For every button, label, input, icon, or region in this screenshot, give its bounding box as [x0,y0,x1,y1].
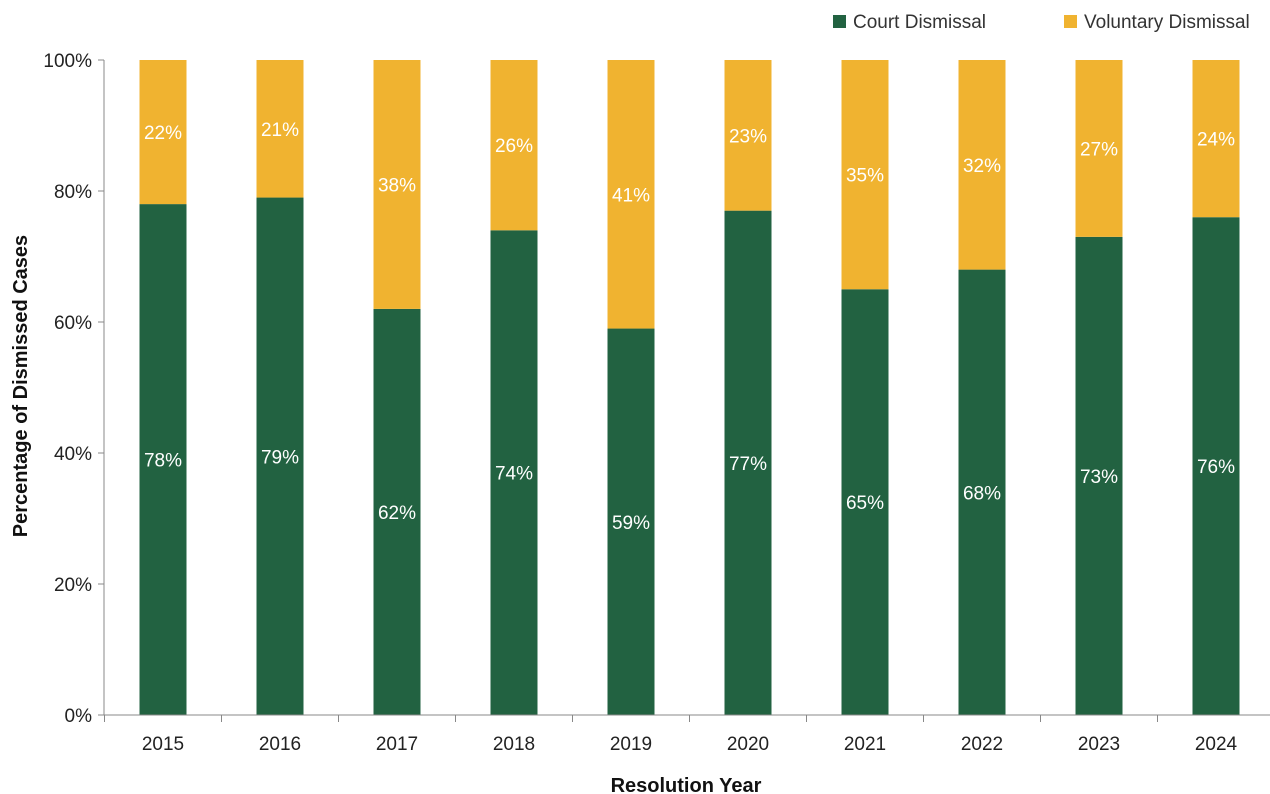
data-label-voluntary-dismissal-2016: 21% [261,120,299,141]
data-label-voluntary-dismissal-2018: 26% [495,136,533,157]
x-tick-label-2022: 2022 [961,734,1003,755]
data-label-voluntary-dismissal-2021: 35% [846,166,884,187]
x-tick-label-2024: 2024 [1195,734,1238,755]
x-tick-label-2019: 2019 [610,734,652,755]
bar-voluntary-dismissal-2020 [724,60,772,211]
y-tick-label-4: 80% [54,182,92,203]
bar-voluntary-dismissal-2017 [373,60,421,309]
bar-voluntary-dismissal-2022 [958,60,1006,270]
data-label-voluntary-dismissal-2019: 41% [612,185,650,206]
x-tick-label-2015: 2015 [142,734,184,755]
legend-label-court-dismissal: Court Dismissal [853,12,986,33]
bar-court-dismissal-2024 [1192,217,1240,715]
data-label-voluntary-dismissal-2023: 27% [1080,139,1118,160]
x-tick-label-2021: 2021 [844,734,886,755]
bar-court-dismissal-2018 [490,230,538,716]
x-tick-label-2020: 2020 [727,734,769,755]
bar-court-dismissal-2015 [139,204,187,715]
data-label-court-dismissal-2023: 73% [1080,467,1118,488]
y-tick-label-3: 60% [54,313,92,334]
bar-court-dismissal-2019 [607,328,655,715]
data-labels-group: 78% 22% 79% 21% 62% 38% 74% 26% 59% 41% 77% 23% 65% 3… [144,120,1235,534]
data-label-court-dismissal-2022: 68% [963,483,1001,504]
data-label-court-dismissal-2021: 65% [846,493,884,514]
legend-swatch-court-dismissal [833,15,846,28]
x-tick-label-2016: 2016 [259,734,301,755]
legend-swatch-voluntary-dismissal [1064,15,1077,28]
bar-voluntary-dismissal-2023 [1075,60,1123,237]
y-axis-title: Percentage of Dismissed Cases [10,235,32,537]
data-label-court-dismissal-2017: 62% [378,503,416,524]
data-label-court-dismissal-2019: 59% [612,513,650,534]
bar-court-dismissal-2023 [1075,236,1123,715]
x-tick-label-2023: 2023 [1078,734,1120,755]
data-label-court-dismissal-2015: 78% [144,451,182,472]
legend: Court Dismissal Voluntary Dismissal [833,12,1250,33]
data-label-court-dismissal-2020: 77% [729,454,767,475]
bar-voluntary-dismissal-2018 [490,60,538,231]
data-label-voluntary-dismissal-2015: 22% [144,123,182,144]
bar-court-dismissal-2022 [958,269,1006,715]
x-tick-label-2017: 2017 [376,734,418,755]
x-tick-label-2018: 2018 [493,734,535,755]
axes-group: 0% 20% 40% 60% 80% 100% 2015 2016 2017 2018 2019 20… [43,51,1270,755]
bar-voluntary-dismissal-2019 [607,60,655,329]
data-label-court-dismissal-2024: 76% [1197,457,1235,478]
x-axis-title: Resolution Year [611,775,762,794]
data-label-voluntary-dismissal-2024: 24% [1197,130,1235,151]
y-tick-label-2: 40% [54,444,92,465]
legend-label-voluntary-dismissal: Voluntary Dismissal [1084,12,1250,33]
bar-voluntary-dismissal-2024 [1192,60,1240,218]
data-label-voluntary-dismissal-2017: 38% [378,175,416,196]
data-label-court-dismissal-2016: 79% [261,447,299,468]
bars-group [139,60,1240,716]
bar-voluntary-dismissal-2016 [256,60,304,198]
bar-voluntary-dismissal-2021 [841,60,889,290]
bar-voluntary-dismissal-2015 [139,60,187,205]
y-tick-label-1: 20% [54,575,92,596]
bar-court-dismissal-2016 [256,197,304,716]
data-label-voluntary-dismissal-2020: 23% [729,126,767,147]
data-label-voluntary-dismissal-2022: 32% [963,156,1001,177]
bar-court-dismissal-2021 [841,289,889,715]
data-label-court-dismissal-2018: 74% [495,464,533,485]
bar-court-dismissal-2017 [373,308,421,715]
y-tick-label-5: 100% [43,51,92,72]
bar-court-dismissal-2020 [724,210,772,715]
y-tick-label-0: 0% [65,706,93,727]
